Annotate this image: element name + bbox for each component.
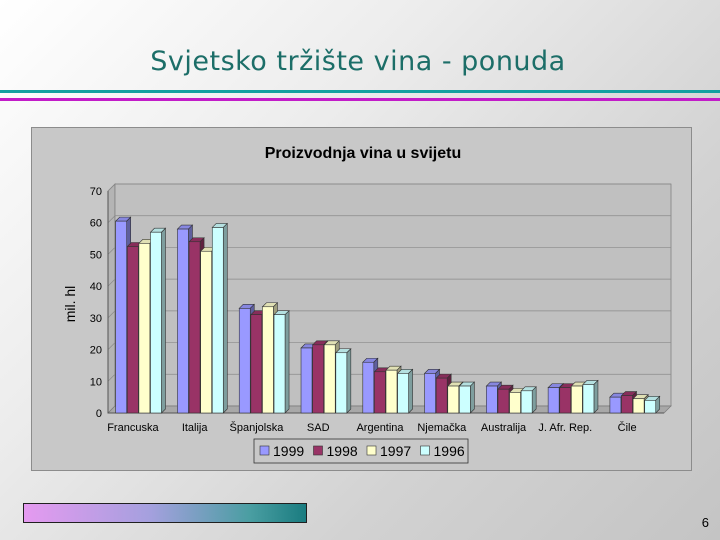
bar [547,387,560,414]
bar [250,314,263,414]
legend-box [253,438,469,464]
gridline-side [107,374,116,382]
legend-swatch [420,445,430,456]
x-tick-label: Francuska [107,422,159,434]
bar [385,369,398,414]
y-tick-label: 40 [90,281,102,293]
title-rule-teal [0,90,720,93]
x-tick-label: Čile [618,421,637,434]
page-number: 6 [701,515,709,530]
bar [211,227,224,414]
x-tick-label: J. Afr. Rep. [538,422,592,434]
bar [486,385,498,414]
bar [621,395,633,414]
bar-side [531,386,537,414]
legend-label: 1999 [273,443,304,459]
x-tick-label: Njemačka [417,422,467,434]
bar [177,228,189,414]
x-tick-label: Australija [481,422,527,434]
bar [459,385,471,414]
bar [632,398,645,414]
bar-side [284,309,290,414]
bar-chart: Proizvodnja vina u svijetu mil. hl 0 10 20… [62,145,672,464]
bar [509,392,521,414]
bar [262,306,274,414]
bar [323,344,336,414]
bar-side [470,381,475,414]
title-rule-magenta [0,98,720,101]
bar [188,241,201,414]
bar [447,385,460,414]
y-axis-label: mil. hl [62,286,78,323]
gridline-side [107,183,116,192]
bar-side [593,379,599,414]
x-tick-label: SAD [307,422,330,434]
bar [300,347,313,414]
bar [497,388,510,414]
bar-side [161,227,166,414]
y-tick-label: 50 [90,249,102,261]
bar [335,352,348,414]
y-tick-label: 30 [90,313,102,325]
x-tick-label: Španjolska [230,421,285,434]
gridline-side [107,310,116,319]
bar [150,231,162,414]
y-tick-label: 0 [96,408,102,420]
bar [138,243,151,414]
legend-swatch [313,445,323,456]
y-tick-label: 70 [90,186,102,198]
bar [238,308,251,414]
bar [559,387,572,414]
bar [362,361,375,414]
bar [520,390,533,414]
bar [424,373,436,414]
bar-side [346,348,352,414]
y-tick-label: 10 [90,376,102,388]
x-tick-label: Italija [182,422,209,434]
gridline-side [107,278,116,287]
bar [115,220,127,414]
gridline-side [107,215,116,223]
bar [571,385,583,414]
footer-gradient-bar [23,503,307,523]
legend-label: 1996 [434,443,465,459]
x-tick-label: Argentina [356,422,404,434]
gridline-side [107,342,116,350]
legend-label: 1997 [380,443,411,459]
legend-swatch [259,445,270,456]
legend-swatch [366,445,377,456]
bar [273,314,286,414]
bar [609,396,622,414]
chart-title: Proizvodnja vina u svijetu [265,145,462,162]
bar [200,250,212,414]
bar [644,400,657,414]
bar [126,246,139,414]
bar [397,373,409,414]
y-tick-label: 60 [90,218,102,230]
bar-side [222,222,228,414]
bar [374,371,386,414]
y-tick-label: 20 [90,345,102,357]
bar [435,377,448,414]
bar [582,384,595,414]
chart-frame: Proizvodnja vina u svijetu mil. hl 0 10 20… [31,127,692,471]
legend-label: 1998 [327,443,358,459]
plot-side-wall [107,183,116,414]
bar-side [408,368,413,414]
gridline-side [107,247,116,255]
slide-title: Svjetsko tržište vina - ponuda [150,46,566,77]
bar [312,344,324,414]
